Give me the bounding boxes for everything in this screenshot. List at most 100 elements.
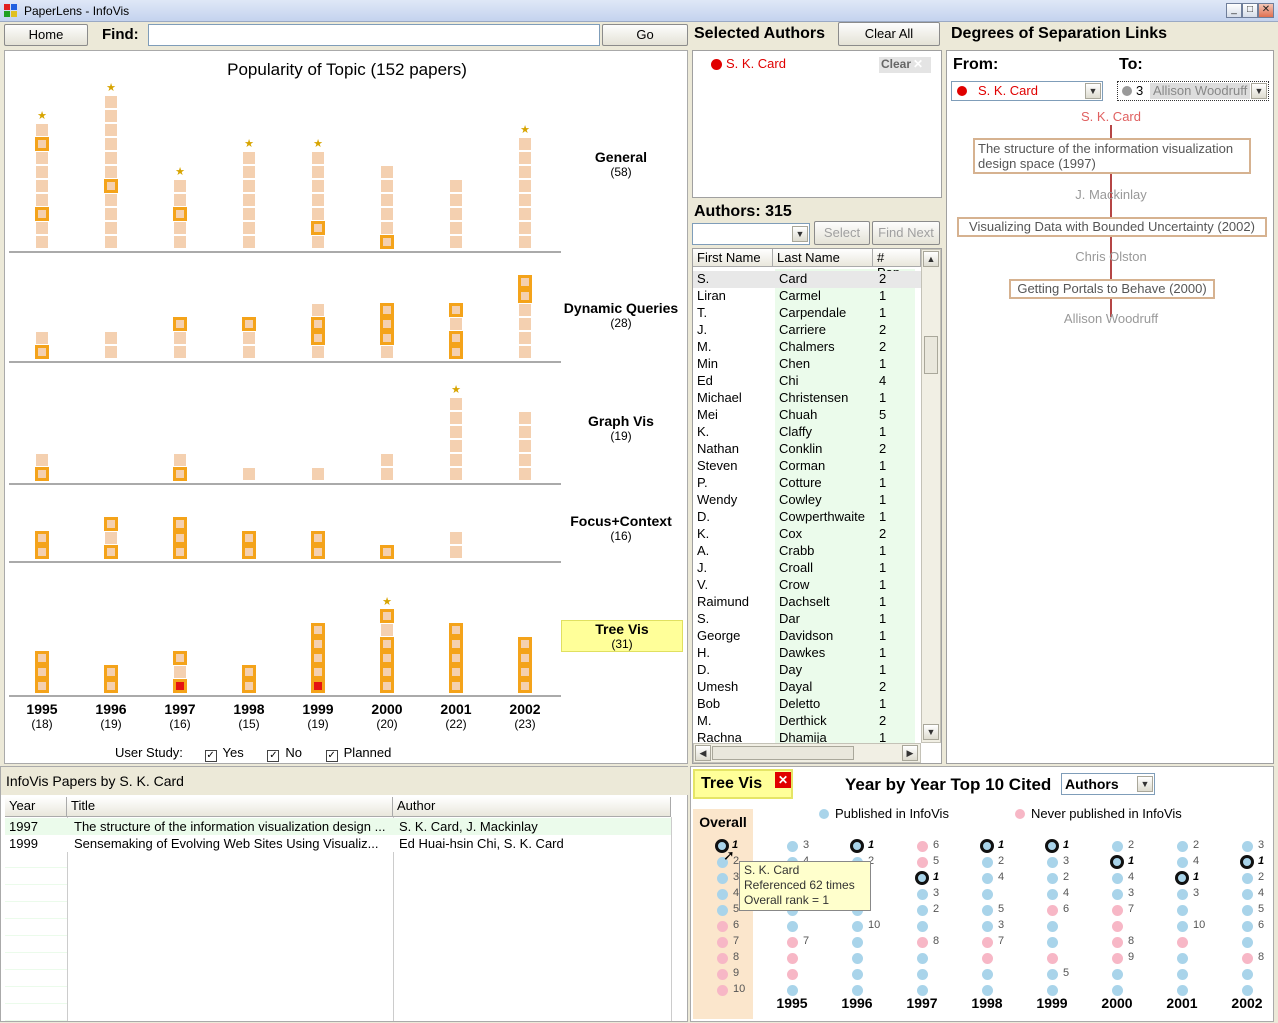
chain-author-2[interactable]: J. Mackinlay xyxy=(1075,187,1147,202)
close-icon[interactable]: ✕ xyxy=(1258,3,1274,18)
table-row[interactable]: J. Croall 1 xyxy=(693,560,921,577)
col-firstname[interactable]: First Name xyxy=(693,249,773,267)
chain-author-1[interactable]: S. K. Card xyxy=(1081,109,1141,124)
checkbox-yes-icon[interactable]: ✓ xyxy=(204,750,217,762)
table-row[interactable]: Raimund Dachselt 1 xyxy=(693,594,921,611)
authors-vscrollbar[interactable]: ▲ ▼ xyxy=(921,249,941,743)
year-value: 1997 xyxy=(164,701,196,717)
go-button[interactable]: Go xyxy=(602,24,688,46)
chevron-down-icon[interactable]: ▼ xyxy=(1137,776,1153,792)
table-row[interactable]: T. Carpendale 1 xyxy=(693,305,921,322)
find-input[interactable] xyxy=(148,24,600,46)
paper-square xyxy=(36,236,48,248)
topic-label: Focus+Context (16) xyxy=(561,513,681,543)
table-row[interactable]: D. Cowperthwaite 1 xyxy=(693,509,921,526)
minimize-icon[interactable]: _ xyxy=(1226,3,1242,18)
scroll-left-icon[interactable]: ◀ xyxy=(695,745,711,761)
authors-dropdown[interactable]: ▼ xyxy=(692,223,810,245)
rank-dot xyxy=(1112,969,1123,980)
to-dropdown[interactable]: 3 Allison Woodruff ▼ xyxy=(1117,81,1269,101)
table-row[interactable]: Rachna Dhamija 1 xyxy=(693,730,921,747)
chain-paper-2[interactable]: Visualizing Data with Bounded Uncertaint… xyxy=(957,217,1267,237)
col-author[interactable]: Author xyxy=(393,797,671,817)
paper-square xyxy=(311,317,325,331)
table-row[interactable]: Nathan Conklin 2 xyxy=(693,441,921,458)
table-row[interactable]: H. Dawkes 1 xyxy=(693,645,921,662)
chevron-down-icon[interactable]: ▼ xyxy=(1251,83,1267,99)
table-row[interactable]: S. Dar 1 xyxy=(693,611,921,628)
maximize-icon[interactable]: □ xyxy=(1242,3,1258,18)
table-row[interactable]: Steven Corman 1 xyxy=(693,458,921,475)
paper-square xyxy=(105,346,117,358)
chain-paper-3[interactable]: Getting Portals to Behave (2000) xyxy=(1009,279,1215,299)
paper-square xyxy=(243,152,255,164)
clear-x-icon[interactable]: ✕ xyxy=(913,57,924,71)
paper-count: 1 xyxy=(879,543,887,558)
from-dropdown[interactable]: S. K. Card ▼ xyxy=(951,81,1103,101)
filter-yes[interactable]: ✓ Yes xyxy=(204,745,244,762)
chevron-down-icon[interactable]: ▼ xyxy=(1085,83,1101,99)
cited-mode-dropdown[interactable]: Authors ▼ xyxy=(1061,773,1155,795)
paper-square xyxy=(450,398,462,410)
table-row[interactable]: Mei Chuah 5 xyxy=(693,407,921,424)
paper-square xyxy=(35,531,49,545)
home-button[interactable]: Home xyxy=(4,24,88,46)
table-row[interactable]: Min Chen 1 xyxy=(693,356,921,373)
scroll-thumb[interactable] xyxy=(924,336,938,374)
table-row[interactable]: Michael Christensen 1 xyxy=(693,390,921,407)
first-name: Min xyxy=(697,356,718,371)
col-lastname[interactable]: Last Name xyxy=(773,249,873,267)
table-row[interactable]: P. Cotture 1 xyxy=(693,475,921,492)
chain-author-4[interactable]: Allison Woodruff xyxy=(1063,311,1159,326)
table-row[interactable]: 1999 Sensemaking of Evolving Web Sites U… xyxy=(5,835,671,852)
table-row[interactable]: V. Crow 1 xyxy=(693,577,921,594)
scroll-down-icon[interactable]: ▼ xyxy=(923,724,939,740)
chain-paper-1[interactable]: The structure of the information visuali… xyxy=(973,138,1251,174)
table-row[interactable]: Bob Deletto 1 xyxy=(693,696,921,713)
paper-square xyxy=(519,208,531,220)
clear-all-button[interactable]: Clear All xyxy=(838,22,940,46)
first-name: T. xyxy=(697,305,708,320)
table-row[interactable]: S. Card 2 xyxy=(693,271,921,288)
cited-year-label: 1996 xyxy=(841,995,873,1011)
find-next-button[interactable]: Find Next xyxy=(872,221,940,245)
paper-square xyxy=(242,679,256,693)
filter-no[interactable]: ✓ No xyxy=(267,745,303,762)
first-name: D. xyxy=(697,662,710,677)
clear-author-button[interactable]: Clear ✕ xyxy=(879,57,931,73)
last-name: Chen xyxy=(779,356,811,371)
paper-square xyxy=(450,222,462,234)
checkbox-no-icon[interactable]: ✓ xyxy=(267,750,280,762)
table-row[interactable]: M. Derthick 2 xyxy=(693,713,921,730)
col-title[interactable]: Title xyxy=(67,797,393,817)
table-row[interactable]: Ed Chi 4 xyxy=(693,373,921,390)
table-row[interactable]: Wendy Cowley 1 xyxy=(693,492,921,509)
author-tooltip: S. K. Card Referenced 62 times Overall r… xyxy=(739,861,871,911)
scroll-up-icon[interactable]: ▲ xyxy=(923,251,939,267)
authors-hscrollbar[interactable]: ◀ ▶ xyxy=(693,743,921,763)
table-row[interactable]: K. Claffy 1 xyxy=(693,424,921,441)
year-value: 2002 xyxy=(509,701,541,717)
scroll-right-icon[interactable]: ▶ xyxy=(902,745,918,761)
table-row[interactable]: 1997 The structure of the information vi… xyxy=(5,818,671,835)
table-row[interactable]: George Davidson 1 xyxy=(693,628,921,645)
table-row[interactable]: J. Carriere 2 xyxy=(693,322,921,339)
chain-author-3[interactable]: Chris Olston xyxy=(1075,249,1147,264)
table-row[interactable]: Umesh Dayal 2 xyxy=(693,679,921,696)
table-row[interactable]: M. Chalmers 2 xyxy=(693,339,921,356)
checkbox-planned-icon[interactable]: ✓ xyxy=(325,750,338,762)
table-row[interactable]: K. Cox 2 xyxy=(693,526,921,543)
select-button[interactable]: Select xyxy=(814,221,870,245)
table-row[interactable]: A. Crabb 1 xyxy=(693,543,921,560)
chevron-down-icon[interactable]: ▼ xyxy=(792,226,808,242)
close-topic-icon[interactable]: ✕ xyxy=(775,772,791,788)
col-year[interactable]: Year xyxy=(5,797,67,817)
paper-square xyxy=(35,345,49,359)
col-papers[interactable]: # Pap... xyxy=(873,249,921,280)
filter-planned[interactable]: ✓ Planned xyxy=(325,745,392,762)
table-row[interactable]: D. Day 1 xyxy=(693,662,921,679)
selected-author-name[interactable]: S. K. Card xyxy=(726,56,786,71)
hscroll-thumb[interactable] xyxy=(712,746,854,760)
paper-square xyxy=(243,332,255,344)
table-row[interactable]: Liran Carmel 1 xyxy=(693,288,921,305)
